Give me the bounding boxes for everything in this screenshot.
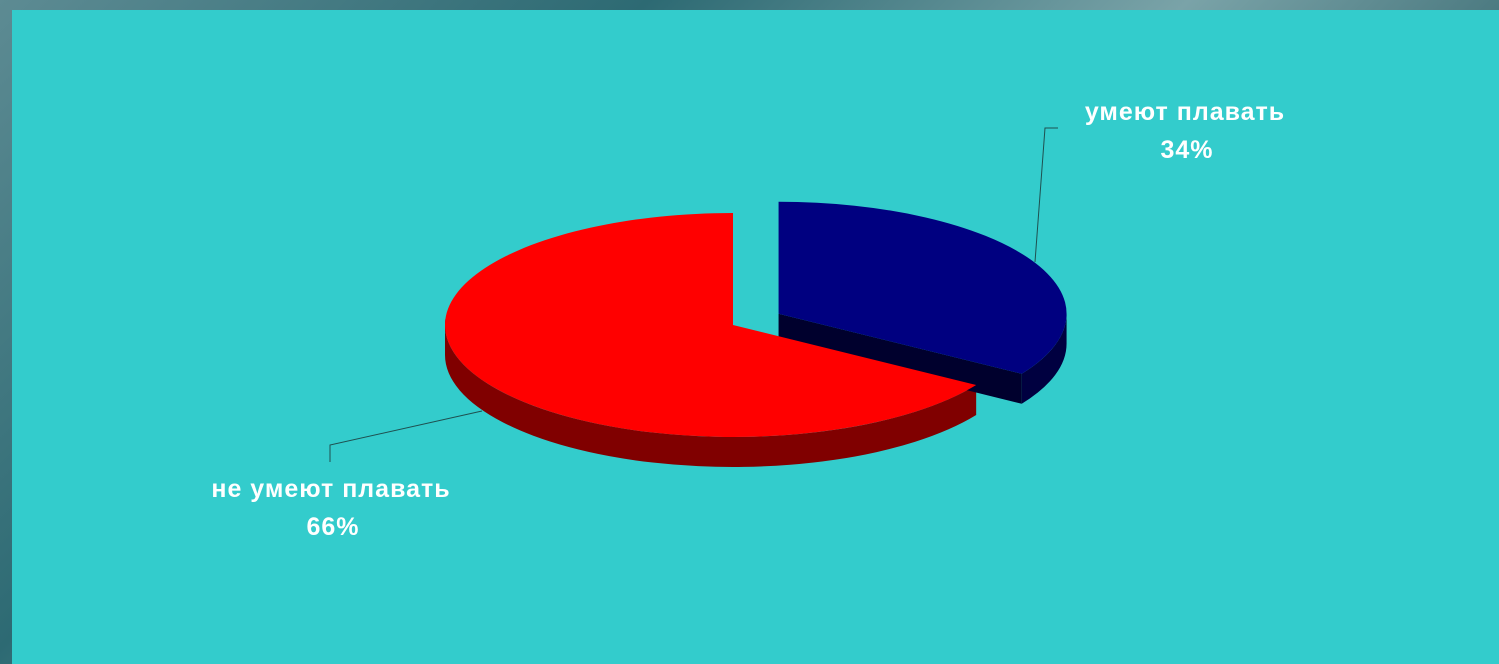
slice-label-category-0: умеют плавать — [1085, 98, 1285, 126]
slice-label-percent-1: 66% — [306, 513, 359, 541]
slice-label-percent-0: 34% — [1160, 136, 1213, 164]
pie-slice-cut-face-0 — [778, 313, 1022, 404]
pie-slice-side-1 — [445, 325, 977, 468]
slice-label-category-1: не умеют плавать — [211, 475, 450, 503]
pie-slice-0 — [778, 201, 1067, 374]
leader-line-0 — [1034, 127, 1058, 263]
pie-slice-side-0 — [1021, 313, 1067, 404]
pie-slice-1 — [444, 213, 977, 438]
leader-line-1 — [329, 410, 483, 462]
